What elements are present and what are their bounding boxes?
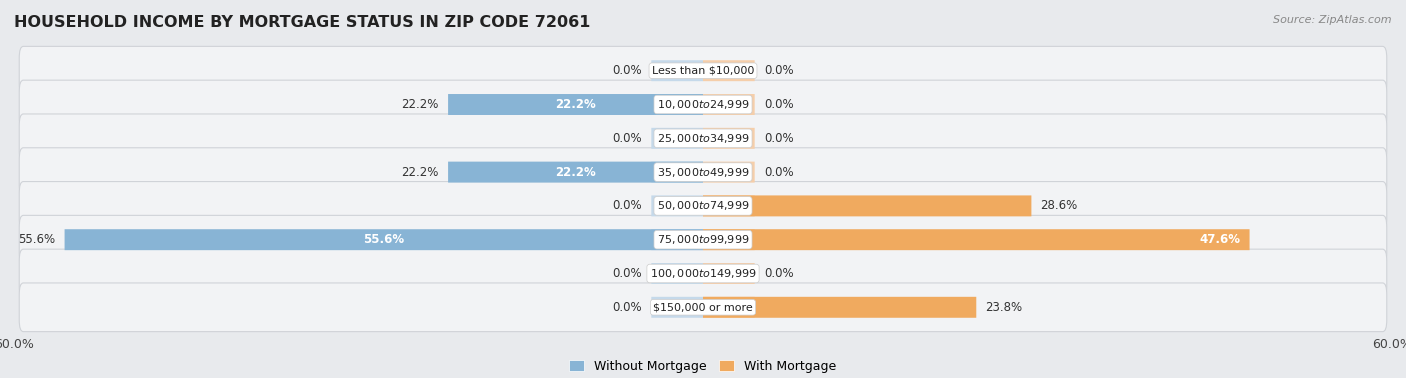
Text: 0.0%: 0.0% xyxy=(613,132,643,145)
Text: 0.0%: 0.0% xyxy=(613,267,643,280)
FancyBboxPatch shape xyxy=(651,128,703,149)
Text: Less than $10,000: Less than $10,000 xyxy=(652,66,754,76)
Text: 22.2%: 22.2% xyxy=(402,166,439,178)
Text: $35,000 to $49,999: $35,000 to $49,999 xyxy=(657,166,749,178)
FancyBboxPatch shape xyxy=(20,181,1386,230)
Text: 0.0%: 0.0% xyxy=(613,200,643,212)
FancyBboxPatch shape xyxy=(651,162,703,183)
FancyBboxPatch shape xyxy=(703,297,755,318)
FancyBboxPatch shape xyxy=(651,297,703,318)
FancyBboxPatch shape xyxy=(651,263,703,284)
Text: $50,000 to $74,999: $50,000 to $74,999 xyxy=(657,200,749,212)
Text: 55.6%: 55.6% xyxy=(18,233,55,246)
FancyBboxPatch shape xyxy=(703,94,755,115)
Legend: Without Mortgage, With Mortgage: Without Mortgage, With Mortgage xyxy=(564,355,842,378)
FancyBboxPatch shape xyxy=(20,80,1386,129)
FancyBboxPatch shape xyxy=(703,263,755,284)
FancyBboxPatch shape xyxy=(65,229,703,250)
Text: 23.8%: 23.8% xyxy=(986,301,1022,314)
FancyBboxPatch shape xyxy=(651,229,703,250)
Text: Source: ZipAtlas.com: Source: ZipAtlas.com xyxy=(1274,15,1392,25)
FancyBboxPatch shape xyxy=(20,114,1386,163)
Text: 28.6%: 28.6% xyxy=(1040,200,1078,212)
FancyBboxPatch shape xyxy=(20,148,1386,197)
Text: $100,000 to $149,999: $100,000 to $149,999 xyxy=(650,267,756,280)
FancyBboxPatch shape xyxy=(651,195,703,216)
FancyBboxPatch shape xyxy=(20,249,1386,298)
Text: HOUSEHOLD INCOME BY MORTGAGE STATUS IN ZIP CODE 72061: HOUSEHOLD INCOME BY MORTGAGE STATUS IN Z… xyxy=(14,15,591,30)
Text: 22.2%: 22.2% xyxy=(402,98,439,111)
Text: 47.6%: 47.6% xyxy=(1199,233,1240,246)
Text: 0.0%: 0.0% xyxy=(613,301,643,314)
FancyBboxPatch shape xyxy=(651,94,703,115)
Text: 22.2%: 22.2% xyxy=(555,166,596,178)
FancyBboxPatch shape xyxy=(449,94,703,115)
FancyBboxPatch shape xyxy=(703,128,755,149)
FancyBboxPatch shape xyxy=(703,60,755,81)
Text: 0.0%: 0.0% xyxy=(763,132,793,145)
FancyBboxPatch shape xyxy=(703,195,1032,216)
FancyBboxPatch shape xyxy=(703,162,755,183)
Text: 0.0%: 0.0% xyxy=(763,64,793,77)
Text: 55.6%: 55.6% xyxy=(363,233,405,246)
Text: $25,000 to $34,999: $25,000 to $34,999 xyxy=(657,132,749,145)
FancyBboxPatch shape xyxy=(703,195,755,216)
Text: $150,000 or more: $150,000 or more xyxy=(654,302,752,312)
FancyBboxPatch shape xyxy=(703,229,1250,250)
Text: $10,000 to $24,999: $10,000 to $24,999 xyxy=(657,98,749,111)
Text: 0.0%: 0.0% xyxy=(763,267,793,280)
FancyBboxPatch shape xyxy=(20,215,1386,264)
FancyBboxPatch shape xyxy=(449,162,703,183)
Text: 0.0%: 0.0% xyxy=(763,166,793,178)
FancyBboxPatch shape xyxy=(651,60,703,81)
Text: 0.0%: 0.0% xyxy=(613,64,643,77)
Text: $75,000 to $99,999: $75,000 to $99,999 xyxy=(657,233,749,246)
FancyBboxPatch shape xyxy=(703,229,755,250)
FancyBboxPatch shape xyxy=(20,46,1386,95)
Text: 22.2%: 22.2% xyxy=(555,98,596,111)
Text: 0.0%: 0.0% xyxy=(763,98,793,111)
FancyBboxPatch shape xyxy=(20,283,1386,332)
FancyBboxPatch shape xyxy=(703,297,976,318)
